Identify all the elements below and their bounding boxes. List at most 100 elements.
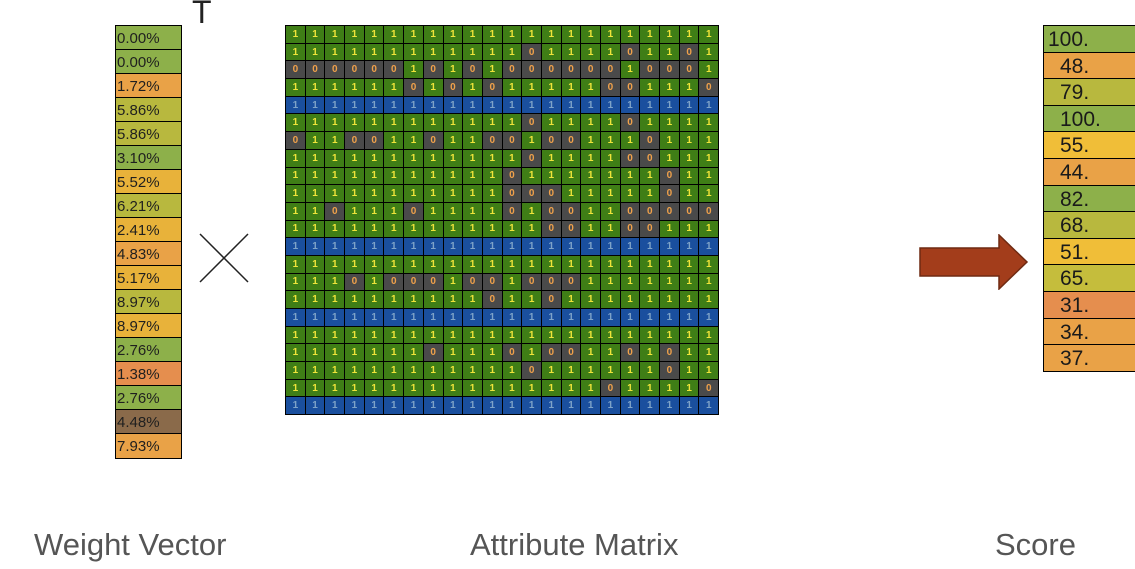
matrix-cell: 1 — [619, 290, 641, 309]
matrix-cell: 1 — [324, 378, 346, 398]
matrix-cell: 1 — [580, 131, 601, 150]
matrix-cell: 1 — [580, 254, 601, 274]
matrix-cell: 1 — [324, 25, 346, 44]
transpose-symbol: T — [192, 0, 212, 30]
matrix-cell: 0 — [659, 166, 680, 186]
weight-cell: 4.83% — [115, 241, 182, 267]
matrix-cell: 1 — [462, 113, 483, 133]
matrix-cell: 1 — [580, 343, 601, 363]
matrix-cell: 1 — [600, 148, 621, 168]
matrix-cell: 1 — [422, 113, 444, 133]
matrix-cell: 1 — [659, 95, 680, 115]
matrix-cell: 0 — [560, 219, 582, 239]
matrix-cell: 1 — [698, 396, 720, 416]
matrix-cell: 1 — [501, 254, 523, 274]
score-cell: 37. — [1043, 344, 1135, 373]
matrix-cell: 1 — [521, 325, 542, 345]
matrix-cell: 1 — [580, 290, 601, 309]
matrix-cell: 1 — [659, 25, 680, 44]
matrix-cell: 0 — [501, 343, 523, 363]
matrix-cell: 0 — [422, 131, 444, 150]
matrix-cell: 1 — [560, 254, 582, 274]
matrix-cell: 0 — [501, 60, 523, 80]
matrix-cell: 1 — [540, 325, 562, 345]
matrix-cell: 1 — [285, 25, 306, 44]
matrix-cell: 1 — [285, 42, 306, 62]
matrix-cell: 1 — [521, 343, 542, 363]
matrix-cell: 0 — [324, 60, 346, 80]
matrix-cell: 1 — [344, 219, 365, 239]
score-cell: 44. — [1043, 157, 1135, 187]
matrix-cell: 1 — [403, 378, 424, 398]
score-cell: 55. — [1043, 131, 1135, 160]
matrix-cell: 1 — [403, 290, 424, 309]
matrix-cell: 1 — [442, 396, 464, 416]
weight-cell: 0.00% — [115, 25, 182, 51]
score-cell: 68. — [1043, 211, 1135, 240]
matrix-cell: 1 — [324, 290, 346, 309]
matrix-cell: 1 — [462, 308, 483, 327]
matrix-cell: 1 — [580, 184, 601, 203]
matrix-cell: 1 — [698, 148, 720, 168]
matrix-cell: 0 — [619, 201, 641, 221]
matrix-cell: 1 — [285, 308, 306, 327]
matrix-cell: 1 — [521, 378, 542, 398]
matrix-cell: 1 — [403, 254, 424, 274]
matrix-cell: 1 — [501, 25, 523, 44]
matrix-cell: 1 — [619, 25, 641, 44]
matrix-cell: 1 — [285, 290, 306, 309]
matrix-cell: 1 — [304, 184, 326, 203]
matrix-cell: 1 — [324, 361, 346, 380]
matrix-cell: 1 — [462, 184, 483, 203]
matrix-cell: 1 — [678, 325, 700, 345]
matrix-cell: 1 — [383, 113, 405, 133]
matrix-cell: 1 — [580, 95, 601, 115]
matrix-cell: 1 — [639, 272, 661, 292]
matrix-cell: 0 — [363, 131, 385, 150]
matrix-cell: 1 — [659, 254, 680, 274]
matrix-cell: 1 — [481, 361, 503, 380]
matrix-cell: 1 — [344, 378, 365, 398]
matrix-cell: 1 — [560, 396, 582, 416]
matrix-cell: 1 — [383, 25, 405, 44]
matrix-cell: 1 — [501, 78, 523, 97]
matrix-cell: 0 — [678, 201, 700, 221]
matrix-cell: 1 — [481, 95, 503, 115]
matrix-cell: 0 — [521, 184, 542, 203]
matrix-cell: 1 — [560, 378, 582, 398]
matrix-cell: 0 — [639, 201, 661, 221]
matrix-cell: 0 — [324, 201, 346, 221]
matrix-cell: 1 — [403, 131, 424, 150]
matrix-cell: 1 — [698, 308, 720, 327]
matrix-cell: 1 — [698, 25, 720, 44]
matrix-cell: 1 — [698, 254, 720, 274]
matrix-cell: 1 — [442, 131, 464, 150]
matrix-cell: 0 — [501, 184, 523, 203]
matrix-cell: 1 — [659, 219, 680, 239]
matrix-cell: 1 — [304, 325, 326, 345]
matrix-cell: 1 — [383, 78, 405, 97]
matrix-cell: 1 — [678, 290, 700, 309]
score-caption: Score — [995, 527, 1076, 562]
matrix-cell: 1 — [363, 237, 385, 256]
matrix-cell: 1 — [462, 290, 483, 309]
matrix-cell: 0 — [698, 378, 720, 398]
matrix-cell: 1 — [324, 254, 346, 274]
matrix-cell: 1 — [678, 378, 700, 398]
matrix-cell: 0 — [540, 131, 562, 150]
matrix-cell: 1 — [600, 325, 621, 345]
matrix-cell: 0 — [619, 148, 641, 168]
matrix-cell: 1 — [639, 308, 661, 327]
matrix-cell: 0 — [481, 272, 503, 292]
matrix-cell: 1 — [501, 396, 523, 416]
matrix-cell: 1 — [540, 308, 562, 327]
matrix-cell: 1 — [501, 378, 523, 398]
matrix-cell: 1 — [324, 131, 346, 150]
matrix-cell: 1 — [363, 184, 385, 203]
matrix-cell: 1 — [363, 272, 385, 292]
matrix-cell: 0 — [521, 272, 542, 292]
matrix-cell: 1 — [540, 25, 562, 44]
matrix-cell: 1 — [285, 237, 306, 256]
